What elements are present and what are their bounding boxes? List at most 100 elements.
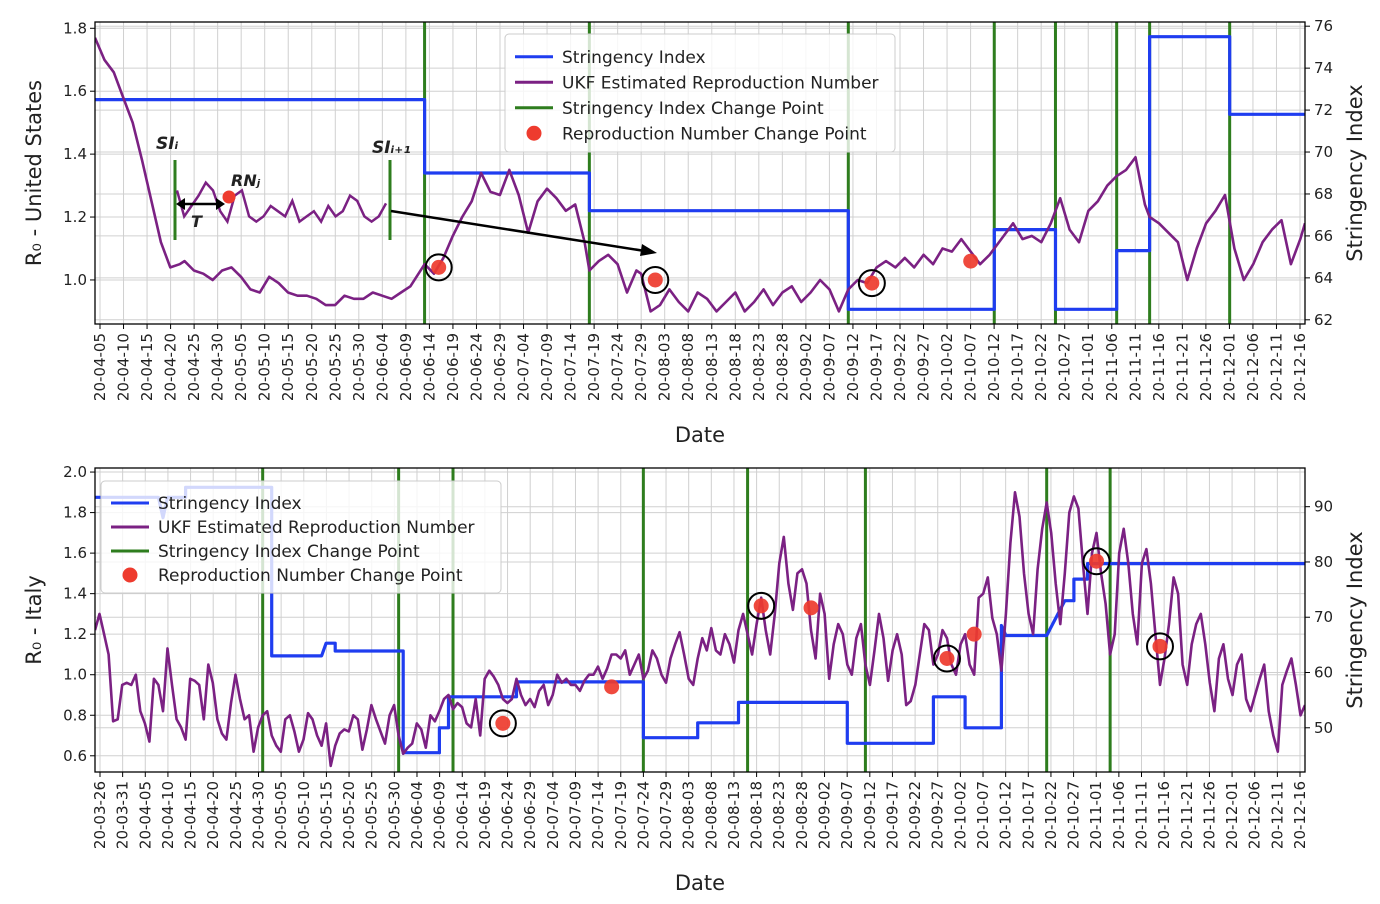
- x-tick-label: 20-10-17: [1009, 333, 1027, 401]
- x-tick-label: 20-12-06: [1244, 333, 1262, 401]
- inset-label-si: SIᵢ: [156, 134, 179, 154]
- y-tick-label: 1.6: [63, 544, 87, 562]
- x-tick-label: 20-04-15: [138, 333, 156, 401]
- x-axis-label: Date: [675, 871, 725, 895]
- x-tick-label: 20-09-07: [820, 333, 838, 401]
- x-tick-label: 20-04-25: [227, 781, 245, 849]
- x-tick-label: 20-04-20: [204, 781, 222, 849]
- x-tick-label: 20-06-04: [373, 333, 391, 401]
- x-tick-label: 20-07-09: [566, 781, 584, 849]
- change-point-circle: [932, 644, 961, 673]
- x-tick-label: 20-07-14: [562, 333, 580, 401]
- right-axis: 62 64 66 68 70 72 74 76: [1305, 17, 1333, 329]
- x-tick-label: 20-10-17: [1019, 781, 1037, 849]
- y-right-axis-label: Stringency Index: [1343, 531, 1367, 708]
- x-tick-label: 20-04-10: [115, 333, 133, 401]
- inset-label-lag: T: [191, 212, 203, 231]
- x-tick-label: 20-06-09: [397, 333, 415, 401]
- x-tick-label: 20-12-16: [1291, 781, 1309, 849]
- x-tick-label: 20-09-12: [861, 781, 879, 849]
- x-tick-label: 20-10-02: [951, 781, 969, 849]
- x-tick-label: 20-07-24: [634, 781, 652, 849]
- y-right-tick-label: 70: [1314, 143, 1333, 161]
- y-right-tick-label: 60: [1314, 664, 1333, 682]
- x-tick-label: 20-08-28: [793, 781, 811, 849]
- x-tick-label: 20-08-03: [680, 781, 698, 849]
- x-tick-label: 20-09-22: [891, 333, 909, 401]
- y-right-tick-label: 72: [1314, 101, 1333, 119]
- right-axis: 50 60 70 80 90: [1305, 498, 1333, 737]
- reproduction-change-points: [488, 547, 1174, 738]
- x-tick-label: 20-04-05: [136, 781, 154, 849]
- x-tick-label: 20-06-24: [499, 781, 517, 849]
- x-tick-label: 20-04-10: [159, 781, 177, 849]
- x-tick-label: 20-10-22: [1042, 781, 1060, 849]
- x-tick-label: 20-05-10: [295, 781, 313, 849]
- x-tick-label: 20-06-04: [408, 781, 426, 849]
- reproduction-change-point: [1089, 553, 1105, 569]
- x-tick-label: 20-04-20: [162, 333, 180, 401]
- change-point-circle: [1082, 547, 1111, 576]
- change-point-circle: [857, 269, 886, 298]
- x-tick-label: 20-10-12: [997, 781, 1015, 849]
- x-tick-label: 20-05-20: [303, 333, 321, 401]
- x-tick-label: 20-12-16: [1291, 333, 1309, 401]
- x-tick-label: 20-07-19: [612, 781, 630, 849]
- x-tick-label: 20-09-12: [844, 333, 862, 401]
- x-axis-label: Date: [675, 423, 725, 447]
- reproduction-change-point: [604, 679, 620, 695]
- x-tick-label: 20-08-03: [656, 333, 674, 401]
- reproduction-change-point: [495, 715, 511, 731]
- inset-lag-arrow-left: [176, 198, 185, 210]
- x-tick-label: 20-11-01: [1079, 333, 1097, 401]
- legend-label: UKF Estimated Reproduction Number: [158, 518, 475, 538]
- x-tick-label: 20-05-15: [279, 333, 297, 401]
- x-tick-label: 20-05-10: [256, 333, 274, 401]
- legend: Stringency Index UKF Estimated Reproducti…: [504, 33, 896, 153]
- x-tick-label: 20-08-23: [770, 781, 788, 849]
- reproduction-change-point: [966, 626, 982, 642]
- y-tick-label: 1.8: [63, 19, 87, 37]
- x-tick-label: 20-11-16: [1155, 781, 1173, 849]
- legend-label: Stringency Index: [562, 48, 706, 68]
- x-tick-label: 20-05-30: [385, 781, 403, 849]
- x-tick-label: 20-10-22: [1032, 333, 1050, 401]
- x-tick-label: 20-06-09: [431, 781, 449, 849]
- y-tick-label: 1.2: [63, 208, 87, 226]
- y-axis-label: R₀ - United States: [22, 80, 46, 266]
- x-tick-label: 20-12-11: [1267, 333, 1285, 401]
- reproduction-number-line: [95, 490, 1305, 768]
- x-tick-label: 20-09-17: [883, 781, 901, 849]
- x-tick-label: 20-09-02: [816, 781, 834, 849]
- legend-label: Reproduction Number Change Point: [562, 124, 867, 144]
- x-tick-label: 20-11-21: [1173, 333, 1191, 401]
- legend-swatch: [526, 125, 542, 141]
- x-tick-label: 20-06-29: [491, 333, 509, 401]
- left-axis: 0.6 0.8 1.0 1.2 1.4 1.6 1.8 2.0: [63, 463, 95, 765]
- y-right-tick-label: 76: [1314, 17, 1333, 35]
- inset: SIᵢ SIᵢ₊₁ RNⱼ T: [156, 134, 657, 256]
- plot-frame: [94, 467, 1306, 773]
- reproduction-change-points: [424, 253, 979, 298]
- x-tick-label: 20-10-02: [938, 333, 956, 401]
- y-tick-label: 1.6: [63, 82, 87, 100]
- change-point-circle: [1145, 632, 1174, 661]
- reproduction-change-point: [803, 600, 819, 616]
- legend-label: UKF Estimated Reproduction Number: [562, 73, 879, 93]
- x-tick-label: 20-03-31: [114, 781, 132, 849]
- y-right-tick-label: 64: [1314, 269, 1333, 287]
- x-tick-label: 20-08-28: [773, 333, 791, 401]
- chart-panel-2: 0.6 0.8 1.0 1.2 1.4 1.6 1.8 2.0 50 60 70 80 90 20-03-…: [22, 463, 1367, 895]
- x-tick-label: 20-09-07: [838, 781, 856, 849]
- x-tick-label: 20-07-24: [609, 333, 627, 401]
- x-tick-label: 20-06-29: [521, 781, 539, 849]
- y-tick-label: 1.0: [63, 666, 87, 684]
- x-tick-label: 20-09-27: [929, 781, 947, 849]
- inset-reproduction-line: [175, 180, 388, 225]
- x-tick-label: 20-05-05: [232, 333, 250, 401]
- y-right-tick-label: 66: [1314, 227, 1333, 245]
- y-right-tick-label: 62: [1314, 311, 1333, 329]
- x-tick-label: 20-08-23: [750, 333, 768, 401]
- x-tick-label: 20-05-25: [363, 781, 381, 849]
- x-tick-label: 20-11-11: [1126, 333, 1144, 401]
